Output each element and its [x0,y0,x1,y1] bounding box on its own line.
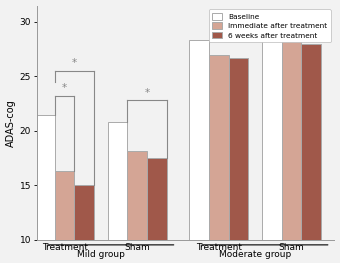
Text: *: * [144,88,150,98]
Text: Mild group: Mild group [77,250,125,259]
Text: Moderate group: Moderate group [219,250,291,259]
Text: *: * [72,58,77,68]
Bar [108,122,128,240]
Bar [209,55,229,240]
Bar [74,185,94,240]
Bar [262,33,282,240]
Bar [229,58,248,240]
Y-axis label: ADAS-cog: ADAS-cog [5,99,16,147]
Bar [55,171,74,240]
Bar [128,150,147,240]
Bar [301,44,321,240]
Bar [189,41,209,240]
Bar [147,158,167,240]
Text: *: * [62,83,67,93]
Legend: Baseline, Immediate after treatment, 6 weeks after treatment: Baseline, Immediate after treatment, 6 w… [209,9,331,42]
Bar [282,22,301,240]
Bar [35,115,55,240]
